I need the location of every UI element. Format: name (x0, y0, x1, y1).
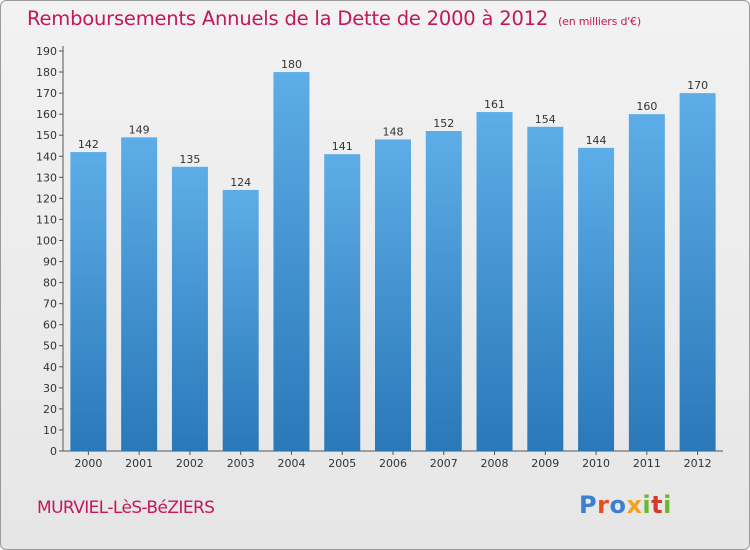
y-tick-label: 190 (36, 45, 57, 58)
logo-letter: r (597, 491, 610, 519)
proxiti-logo: Proxiti (579, 491, 672, 519)
y-tick-label: 10 (43, 424, 57, 437)
x-tick-label: 2004 (277, 457, 305, 470)
y-tick-label: 50 (43, 340, 57, 353)
y-tick-label: 150 (36, 129, 57, 142)
y-tick-label: 120 (36, 192, 57, 205)
bar-2006 (375, 139, 411, 451)
title-text: Remboursements Annuels de la Dette de 20… (27, 7, 549, 30)
logo-letter: t (651, 491, 664, 519)
chart-bars (70, 72, 716, 452)
value-label-2007: 152 (433, 117, 454, 130)
y-tick-label: 100 (36, 234, 57, 247)
value-label-2002: 135 (179, 153, 200, 166)
value-label-2010: 144 (586, 134, 607, 147)
logo-letter: o (609, 491, 627, 519)
value-label-2011: 160 (636, 100, 657, 113)
y-tick-label: 30 (43, 382, 57, 395)
bar-2007 (425, 131, 462, 451)
value-label-2012: 170 (687, 79, 708, 92)
x-tick-label: 2001 (125, 457, 153, 470)
x-tick-label: 2006 (379, 457, 407, 470)
bar-2000 (70, 152, 107, 452)
bar-2005 (324, 154, 361, 451)
value-label-2003: 124 (230, 176, 251, 189)
bar-2002 (171, 166, 208, 451)
x-tick-label: 2012 (684, 457, 712, 470)
value-label-2008: 161 (484, 98, 505, 111)
bar-2003 (222, 189, 259, 451)
value-label-2000: 142 (78, 138, 99, 151)
x-tick-label: 2002 (176, 457, 204, 470)
x-tick-label: 2000 (74, 457, 102, 470)
x-tick-label: 2003 (227, 457, 255, 470)
y-tick-label: 60 (43, 319, 57, 332)
bar-2008 (476, 112, 513, 451)
value-label-2009: 154 (535, 113, 556, 126)
bar-2001 (121, 137, 158, 451)
y-tick-label: 20 (43, 403, 57, 416)
bar-2004 (273, 72, 310, 451)
x-tick-label: 2005 (328, 457, 356, 470)
value-label-2001: 149 (129, 123, 150, 136)
bar-2009 (527, 126, 564, 451)
value-label-2004: 180 (281, 58, 302, 71)
y-tick-label: 160 (36, 108, 57, 121)
y-tick-label: 70 (43, 298, 57, 311)
x-tick-label: 2010 (582, 457, 610, 470)
bar-2011 (628, 114, 665, 451)
y-tick-label: 130 (36, 171, 57, 184)
logo-letter: i (642, 491, 652, 519)
y-tick-label: 140 (36, 150, 57, 163)
x-tick-label: 2008 (481, 457, 509, 470)
logo-letter: i (663, 491, 672, 519)
x-tick-label: 2009 (531, 457, 559, 470)
y-tick-label: 180 (36, 66, 57, 79)
y-tick-label: 0 (50, 445, 57, 458)
logo-letter: P (579, 491, 598, 519)
chart-subtitle: (en milliers d'€) (558, 15, 641, 28)
commune-name: MURVIEL-LèS-BéZIERS (37, 498, 215, 518)
chart-labels: 2000 142 2001 149 2002 135 2003 124 2004 180 2005 1… (74, 58, 711, 470)
logo-letter: x (626, 491, 643, 519)
value-label-2005: 141 (332, 140, 353, 153)
x-tick-label: 2011 (633, 457, 661, 470)
bar-2012 (679, 93, 716, 452)
bar-2010 (578, 147, 615, 451)
y-tick-label: 90 (43, 256, 57, 269)
y-tick-label: 80 (43, 277, 57, 290)
chart-title: Remboursements Annuels de la Dette de 20… (27, 7, 641, 30)
y-tick-label: 170 (36, 87, 57, 100)
y-tick-label: 110 (36, 213, 57, 226)
y-tick-label: 40 (43, 361, 57, 374)
x-tick-label: 2007 (430, 457, 458, 470)
value-label-2006: 148 (383, 125, 404, 138)
